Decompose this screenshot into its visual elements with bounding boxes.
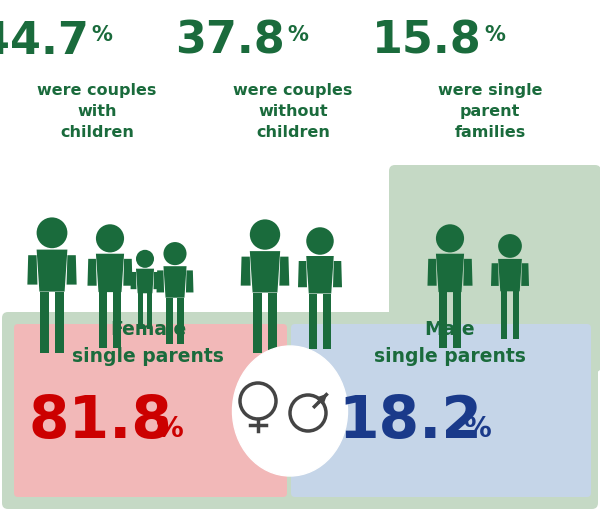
Polygon shape	[131, 272, 136, 289]
Polygon shape	[28, 255, 37, 285]
Text: 44.7: 44.7	[0, 19, 89, 62]
Circle shape	[250, 219, 280, 250]
Polygon shape	[96, 254, 124, 292]
Polygon shape	[124, 259, 133, 286]
Polygon shape	[268, 292, 277, 353]
Polygon shape	[436, 254, 464, 292]
FancyBboxPatch shape	[14, 324, 287, 497]
Polygon shape	[113, 292, 121, 349]
Polygon shape	[521, 263, 529, 286]
Polygon shape	[67, 255, 77, 285]
Text: 81.8: 81.8	[28, 392, 172, 450]
Text: were single
parent
families: were single parent families	[438, 83, 542, 140]
Polygon shape	[298, 261, 307, 287]
Polygon shape	[147, 293, 152, 330]
Polygon shape	[154, 272, 160, 289]
Polygon shape	[498, 259, 522, 291]
Polygon shape	[138, 293, 143, 330]
Polygon shape	[280, 257, 289, 286]
Polygon shape	[463, 259, 473, 286]
Text: %: %	[287, 25, 308, 45]
Polygon shape	[157, 270, 164, 292]
Polygon shape	[309, 293, 317, 349]
Polygon shape	[88, 259, 97, 286]
Text: 18.2: 18.2	[338, 392, 482, 450]
Polygon shape	[453, 292, 461, 349]
FancyBboxPatch shape	[2, 312, 598, 509]
Polygon shape	[186, 270, 193, 292]
Polygon shape	[323, 293, 331, 349]
Text: 15.8: 15.8	[372, 19, 482, 62]
Polygon shape	[163, 266, 187, 298]
Polygon shape	[491, 263, 499, 286]
Circle shape	[96, 224, 124, 252]
Text: were couples
without
children: were couples without children	[233, 83, 353, 140]
Polygon shape	[40, 292, 49, 353]
Text: Female
single parents: Female single parents	[72, 320, 224, 366]
Circle shape	[163, 242, 187, 265]
Circle shape	[37, 217, 67, 248]
Text: Male
single parents: Male single parents	[374, 320, 526, 366]
Polygon shape	[427, 259, 437, 286]
Polygon shape	[439, 292, 447, 349]
FancyBboxPatch shape	[389, 165, 600, 372]
Ellipse shape	[233, 346, 347, 476]
Polygon shape	[37, 249, 67, 292]
Circle shape	[306, 227, 334, 255]
Text: %: %	[155, 415, 183, 443]
Polygon shape	[512, 291, 520, 339]
Polygon shape	[136, 269, 154, 293]
Circle shape	[136, 250, 154, 268]
Polygon shape	[250, 251, 280, 292]
Polygon shape	[241, 257, 251, 286]
FancyBboxPatch shape	[291, 324, 591, 497]
Circle shape	[436, 224, 464, 252]
Text: %: %	[91, 25, 112, 45]
Text: 37.8: 37.8	[175, 19, 285, 62]
Polygon shape	[55, 292, 64, 353]
Text: %: %	[463, 415, 491, 443]
Polygon shape	[178, 298, 184, 344]
Circle shape	[498, 234, 522, 258]
Text: were couples
with
children: were couples with children	[37, 83, 157, 140]
Polygon shape	[253, 292, 262, 353]
Polygon shape	[99, 292, 107, 349]
Text: %: %	[484, 25, 505, 45]
Polygon shape	[333, 261, 342, 287]
Polygon shape	[166, 298, 173, 344]
Polygon shape	[306, 256, 334, 293]
Polygon shape	[500, 291, 508, 339]
